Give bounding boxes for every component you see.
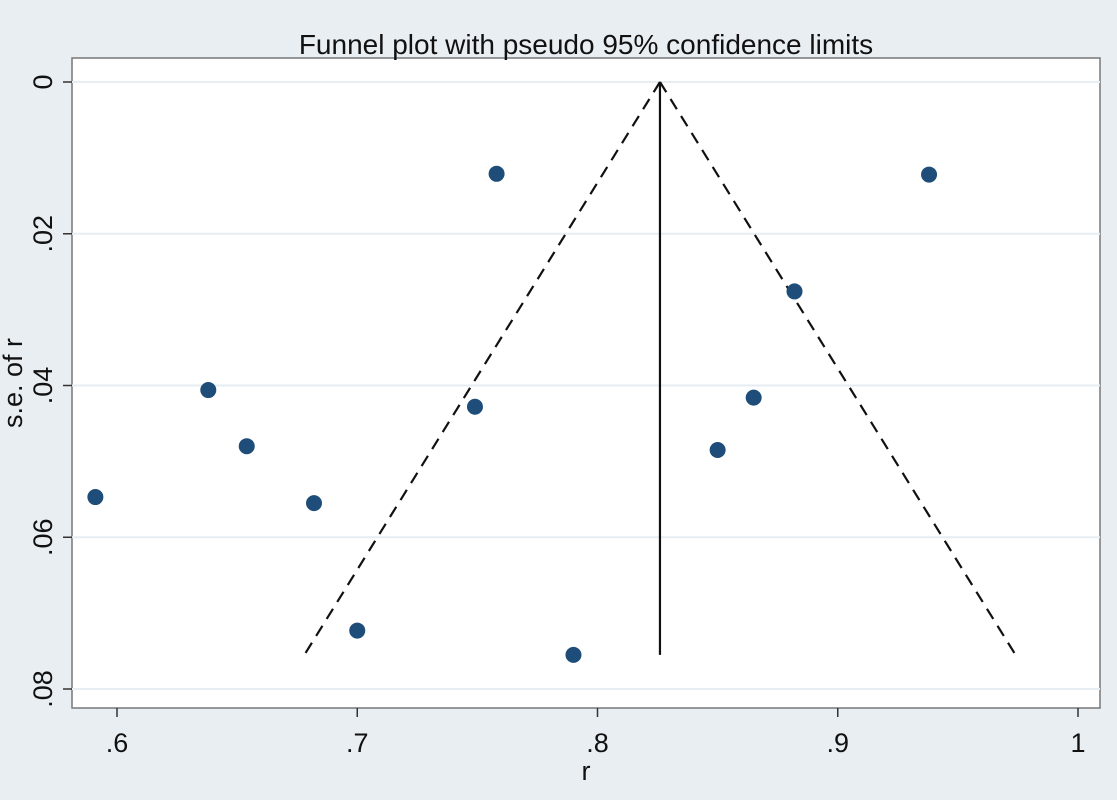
upper-confidence-limit [659, 81, 1017, 656]
x-tick-label: 1 [1070, 728, 1085, 758]
y-tick-label: 0 [28, 74, 58, 89]
x-tick-label: .9 [826, 728, 849, 758]
y-tick-label: .04 [28, 367, 58, 405]
data-point [238, 438, 255, 455]
x-axis-title: r [582, 756, 591, 786]
y-axis-ticks: 0 .02 .04 .06 .08 [28, 74, 72, 708]
y-tick-label: .08 [28, 670, 58, 708]
data-point [565, 646, 582, 663]
data-point [306, 495, 323, 512]
y-tick-label: .02 [28, 215, 58, 253]
data-point [745, 389, 762, 406]
data-point [466, 398, 483, 415]
y-tick-label: .06 [28, 518, 58, 556]
x-tick-label: .8 [586, 728, 609, 758]
data-point [349, 622, 366, 639]
funnel-guides [303, 81, 1017, 656]
lower-confidence-limit [303, 81, 661, 656]
x-tick-label: .7 [346, 728, 369, 758]
plot-area [71, 57, 1101, 709]
data-point [488, 165, 505, 182]
data-point [921, 166, 938, 183]
data-point [87, 489, 104, 506]
grid-lines [72, 81, 1100, 690]
data-point [200, 382, 217, 399]
data-point [786, 283, 803, 300]
data-point [709, 441, 726, 458]
x-axis-ticks: .6 .7 .8 .9 1 [106, 708, 1086, 758]
y-axis-title: s.e. of r [0, 338, 28, 428]
data-points [87, 165, 938, 663]
x-tick-label: .6 [106, 728, 129, 758]
chart-title: Funnel plot with pseudo 95% confidence l… [299, 29, 873, 60]
